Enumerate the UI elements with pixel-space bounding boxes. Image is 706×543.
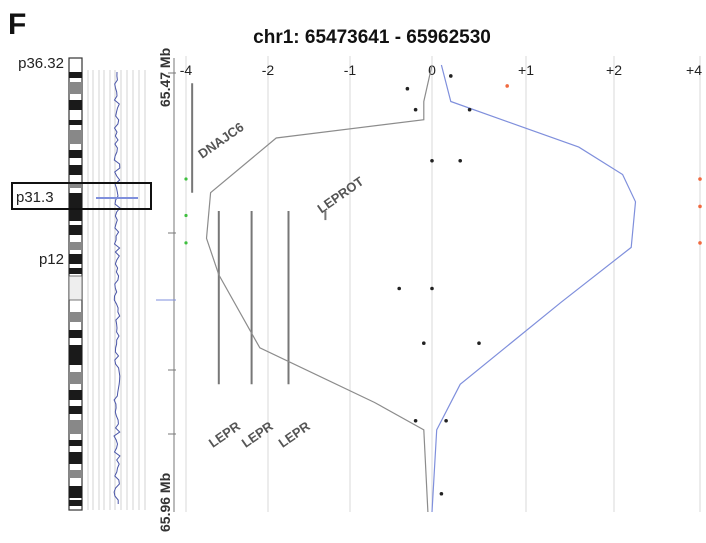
ideogram-band — [69, 345, 82, 365]
gene-label: LEPR — [276, 418, 314, 451]
gene-label: LEPR — [239, 418, 277, 451]
ideogram-band — [69, 330, 82, 338]
probe-point — [444, 418, 448, 423]
loss-outlier-point — [184, 241, 188, 245]
signal-trace — [113, 71, 121, 504]
loss-outlier-point — [184, 177, 188, 181]
region-end-label: 65.96 Mb — [157, 473, 173, 532]
x-tick-label: -1 — [344, 62, 357, 78]
ideogram-band — [69, 150, 82, 158]
gain-outlier-point — [698, 204, 702, 209]
gene-label: LEPR — [206, 418, 244, 451]
probe-point — [430, 158, 434, 163]
band-label-p31-3: p31.3 — [16, 189, 54, 206]
x-tick-label: -2 — [262, 62, 275, 78]
copy-number-tracks — [87, 70, 146, 510]
x-tick-labels: -4 -2 -1 0 +1 +2 +4 — [180, 62, 702, 78]
x-tick-label: +4 — [686, 62, 702, 78]
probe-point — [467, 107, 472, 112]
probe-point — [458, 158, 463, 163]
series-lines — [205, 64, 637, 513]
x-tick-label: +2 — [606, 62, 622, 78]
ideogram-band — [69, 312, 82, 322]
ideogram-band — [69, 130, 82, 144]
probe-point — [422, 341, 426, 346]
loss-outlier-point — [184, 213, 188, 218]
ideogram-band — [69, 486, 82, 498]
gain-outlier-point — [698, 241, 702, 245]
gain-outlier-point — [698, 177, 702, 181]
centromere — [68, 275, 83, 301]
highlight-box — [11, 182, 152, 210]
ideogram-band — [69, 100, 82, 110]
ideogram-band — [69, 406, 82, 414]
ideogram-band — [69, 120, 82, 125]
probe-point — [413, 107, 418, 112]
ideogram-band — [69, 254, 82, 264]
panel-label: F — [8, 8, 26, 41]
x-tick-label: +1 — [518, 62, 534, 78]
probe-point — [413, 418, 418, 423]
ideogram-band — [69, 470, 82, 478]
ideogram-band — [69, 452, 82, 464]
chart-title: chr1: 65473641 - 65962530 — [253, 27, 491, 48]
ideogram-band — [69, 182, 82, 188]
probe-point — [397, 286, 402, 291]
region-axis: 65.47 Mb 65.96 Mb — [156, 48, 176, 532]
chromosome-ideogram: p36.32 p12 — [18, 55, 83, 511]
band-label-p36-32: p36.32 — [18, 55, 64, 72]
band-label-p12: p12 — [39, 251, 64, 268]
region-start-label: 65.47 Mb — [157, 48, 173, 107]
probe-point — [405, 86, 410, 91]
ideogram-band — [69, 440, 82, 446]
ideogram-band — [69, 268, 82, 274]
grid-lines — [185, 56, 701, 512]
ideogram-band — [69, 72, 82, 78]
series-line — [205, 64, 433, 513]
gene-label: DNAJC6 — [195, 119, 246, 161]
ideogram-band — [69, 420, 82, 434]
ideogram-band — [69, 390, 82, 400]
ideogram-band — [69, 372, 82, 384]
probe-point — [439, 491, 444, 496]
ideogram-band — [69, 193, 82, 221]
ideogram-bands — [69, 72, 82, 506]
ideogram-band — [69, 225, 82, 235]
highlighted-region: p31.3 — [11, 182, 152, 210]
probe-point — [477, 341, 481, 346]
x-tick-label: -4 — [180, 62, 193, 78]
gain-outlier-point — [505, 84, 510, 88]
x-tick-label: 0 — [428, 62, 436, 78]
probe-point — [430, 286, 434, 291]
ideogram-band — [69, 500, 82, 506]
ideogram-band — [69, 242, 82, 250]
ideogram-band — [69, 165, 82, 175]
copy-number-signal — [96, 71, 138, 504]
series-line — [431, 64, 637, 513]
ideogram-band — [69, 82, 82, 94]
data-points — [184, 74, 702, 496]
gene-label: LEPROT — [315, 174, 367, 217]
probe-point — [449, 74, 453, 78]
